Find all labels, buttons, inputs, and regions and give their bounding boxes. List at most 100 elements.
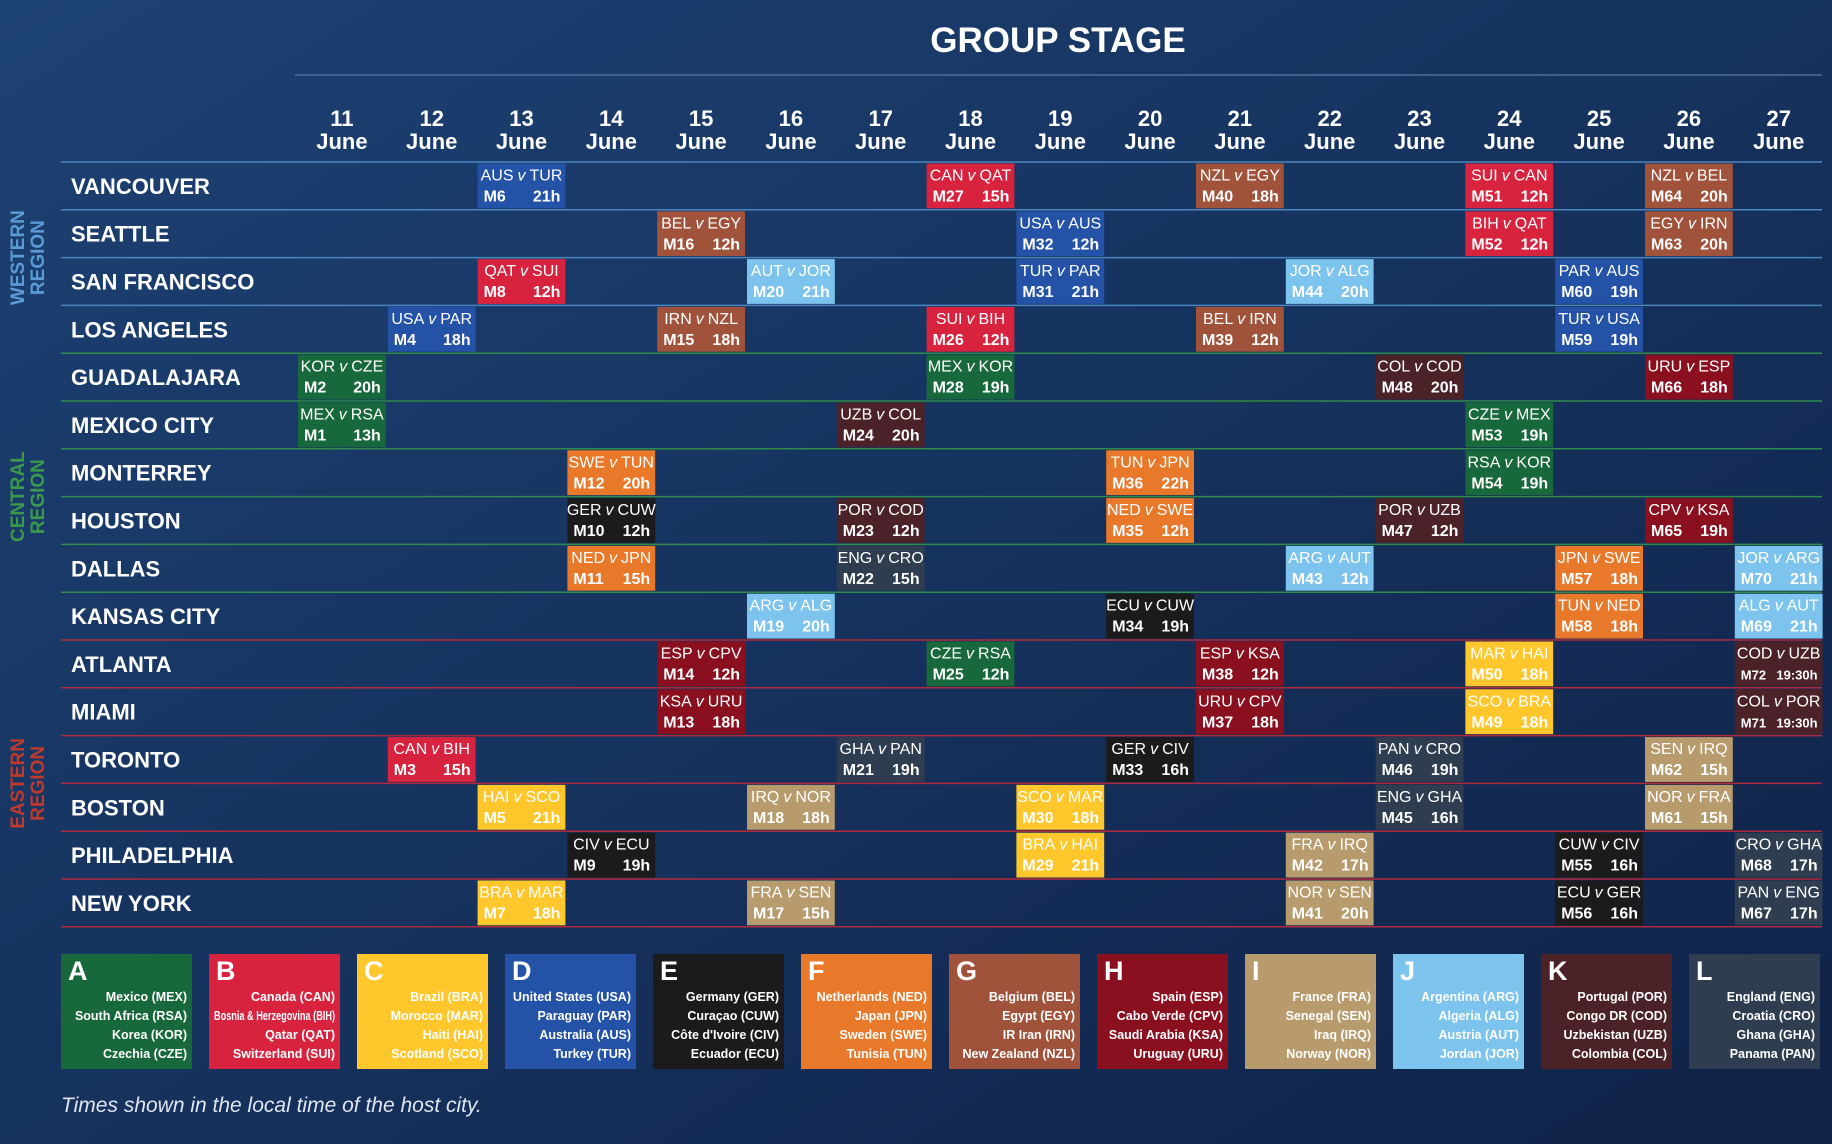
match-teams: ECU v GER [1557, 885, 1641, 902]
match-time: 19h [1521, 428, 1549, 445]
match-number: M55 [1561, 858, 1592, 875]
match-teams: ARG v AUT [1288, 550, 1371, 567]
versus: v [1150, 741, 1159, 758]
match-time: 15h [892, 571, 920, 588]
versus: v [1144, 598, 1153, 615]
date-month: June [675, 129, 726, 154]
match-time: 19h [1521, 475, 1549, 492]
team: TUN [621, 454, 654, 471]
match-cell [1555, 593, 1643, 639]
match-number: M14 [663, 667, 694, 684]
footnote: Times shown in the local time of the hos… [61, 1094, 482, 1117]
team: COD [1737, 646, 1773, 663]
team: ARG [1288, 550, 1323, 567]
team: QAT [1515, 215, 1547, 232]
match: UZB v COL M24 20h [836, 402, 925, 448]
match-cell [1016, 259, 1105, 304]
legend-team: Colombia (COL) [1572, 1047, 1667, 1061]
team: COD [1426, 359, 1462, 376]
versus: v [1688, 215, 1697, 232]
versus: v [1327, 550, 1336, 567]
versus: v [783, 789, 792, 806]
team: GER [1607, 885, 1642, 902]
team: PAR [1559, 263, 1591, 280]
match-number: M57 [1561, 571, 1592, 588]
match-teams: HAI v SCO [483, 789, 560, 806]
match-cell [567, 450, 656, 496]
team: EGY [707, 215, 741, 232]
legend-team: England (ENG) [1727, 990, 1815, 1004]
match-time: 12h [1072, 236, 1100, 253]
match-time: 21h [1790, 571, 1818, 588]
team: CRO [888, 550, 924, 567]
legend-team: Germany (GER) [686, 990, 779, 1004]
match: NZL v EGY M40 18h [1196, 163, 1284, 209]
match-cell [1375, 498, 1464, 543]
match-teams: TUN v NED [1558, 598, 1641, 615]
legend-team: Croatia (CRO) [1732, 1009, 1815, 1023]
city-name: GUADALAJARA [71, 365, 241, 390]
city-name: ATLANTA [71, 652, 172, 677]
match-teams: QAT v SUI [484, 263, 558, 280]
team: NZL [708, 311, 738, 328]
title: GROUP STAGE [930, 21, 1185, 60]
team: JPN [1159, 454, 1189, 471]
team: CAN [393, 741, 427, 758]
versus: v [1595, 598, 1604, 615]
match-teams: RSA v KOR [1468, 454, 1552, 471]
match-number: M6 [484, 189, 506, 206]
team: JOR [1290, 263, 1322, 280]
match-number: M16 [663, 236, 694, 253]
match: MAR v HAI M50 18h [1465, 641, 1554, 687]
match-teams: GER v CIV [1111, 741, 1189, 758]
team: SEN [1650, 741, 1683, 758]
match-cell [1645, 354, 1733, 400]
match: AUS v TUR M6 21h [477, 163, 566, 209]
match-cell [387, 306, 476, 352]
team: CRO [1426, 741, 1462, 758]
team: GHA [840, 741, 875, 758]
legend-team: United States (USA) [513, 990, 631, 1004]
match-number: M53 [1471, 428, 1502, 445]
match-cell [1645, 163, 1733, 209]
versus: v [695, 215, 704, 232]
match: BEL v EGY M16 12h [657, 211, 745, 257]
team: KSA [1697, 502, 1729, 519]
match-time: 16h [1610, 858, 1638, 875]
team: AUS [1607, 263, 1640, 280]
match-cell [657, 211, 745, 257]
match-teams: PAR v AUS [1559, 263, 1640, 280]
match: TUR v PAR M31 21h [1016, 259, 1105, 304]
match-number: M11 [573, 571, 603, 588]
match-number: M54 [1471, 475, 1502, 492]
match-number: M66 [1651, 380, 1682, 397]
date-day: 27 [1766, 106, 1790, 131]
match: NED v JPN M11 15h [567, 545, 656, 591]
match: BIH v QAT M52 12h [1465, 211, 1554, 257]
match-time: 15h [802, 906, 830, 923]
match-number: M61 [1651, 810, 1682, 827]
match-time: 12h [533, 284, 561, 301]
match-teams: SCO v MAR [1017, 789, 1103, 806]
match-teams: BEL v IRN [1203, 311, 1277, 328]
match-cell [1734, 880, 1823, 926]
match: KOR v CZE M2 20h [298, 354, 386, 400]
versus: v [1414, 741, 1423, 758]
match-number: M47 [1382, 523, 1413, 540]
match: NZL v BEL M64 20h [1645, 163, 1733, 209]
team: UZB [840, 407, 872, 424]
match-number: M39 [1202, 332, 1233, 349]
match: ENG v CRO M22 15h [836, 545, 925, 591]
match-time: 19h [1610, 284, 1638, 301]
match-cell [1285, 832, 1374, 878]
date-month: June [316, 129, 367, 154]
team: EGY [1650, 215, 1684, 232]
team: MEX [1516, 407, 1551, 424]
match-time: 16h [1161, 762, 1189, 779]
legend-letter: H [1104, 956, 1124, 986]
team: ALG [800, 598, 832, 615]
city-name: HOUSTON [71, 509, 181, 534]
legend-team: Morocco (MAR) [391, 1009, 483, 1023]
team: IRN [664, 311, 692, 328]
team: SEN [1339, 885, 1372, 902]
